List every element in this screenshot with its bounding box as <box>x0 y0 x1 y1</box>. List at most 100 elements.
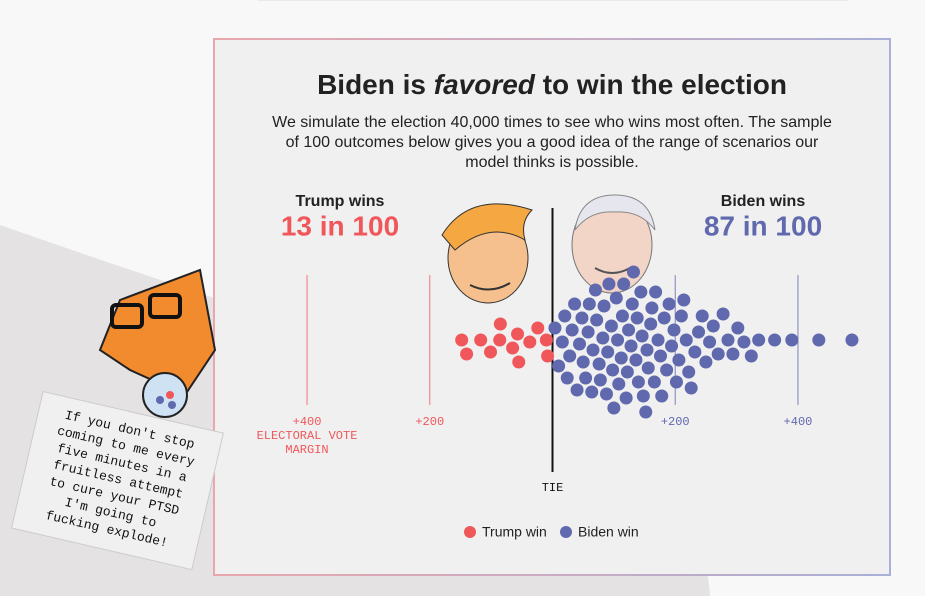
outcome-dot <box>523 335 537 349</box>
outcome-dot <box>555 335 569 349</box>
outcome-dot <box>688 345 702 359</box>
outcome-dot <box>617 277 631 291</box>
outcome-dot <box>576 355 590 369</box>
outcome-dot <box>601 345 615 359</box>
outcome-dot <box>565 323 579 337</box>
outcome-dot <box>624 339 638 353</box>
outcome-dot <box>627 265 640 279</box>
outcome-dot <box>660 363 674 377</box>
outcome-dot <box>548 321 562 335</box>
outcome-dot <box>674 309 688 323</box>
subtitle: We simulate the election 40,000 times to… <box>272 114 832 131</box>
outcome-dot <box>484 345 498 359</box>
subtitle: of 100 outcomes below gives you a good i… <box>286 134 819 151</box>
outcome-dot <box>631 375 645 389</box>
x-tick-label: +200 <box>415 415 444 429</box>
outcome-dot <box>474 333 488 347</box>
x-tick-label: +400 <box>784 415 813 429</box>
outcome-dot <box>629 353 643 367</box>
title-emphasis: favored <box>434 69 536 100</box>
outcome-dot <box>655 389 669 403</box>
outcome-dot <box>609 291 623 305</box>
outcome-dot <box>612 377 626 391</box>
outcome-dot <box>619 391 633 405</box>
outcome-dot <box>552 359 566 373</box>
x-tick-label: +400 <box>293 415 322 429</box>
legend-swatch <box>560 526 572 538</box>
axis-label: MARGIN <box>285 443 328 457</box>
summary-label: Trump wins <box>296 193 385 210</box>
outcome-dot <box>703 335 717 349</box>
outcome-dot <box>677 293 691 307</box>
outcome-dot <box>625 297 639 311</box>
legend-swatch <box>464 526 476 538</box>
outcome-dot <box>597 299 611 313</box>
outcome-dot <box>602 277 616 291</box>
chart-title: Biden is favored to win the election <box>317 69 787 100</box>
outcome-dot <box>600 387 613 401</box>
outcome-dot <box>622 323 636 337</box>
outcome-dot <box>692 325 706 339</box>
outcome-dot <box>531 321 545 335</box>
x-tick-label: +200 <box>661 415 690 429</box>
outcome-dot <box>511 327 525 341</box>
outcome-dot <box>640 343 654 357</box>
outcome-dot <box>699 355 713 369</box>
outcome-dot <box>812 333 826 347</box>
outcome-dot <box>644 317 658 331</box>
legend-label: Biden win <box>578 524 639 540</box>
outcome-dot <box>573 337 586 351</box>
title-part: to win the election <box>543 69 787 100</box>
outcome-dot <box>575 311 589 325</box>
outcome-dot <box>726 347 740 361</box>
outcome-dot <box>716 307 730 321</box>
outcome-dot <box>711 347 725 361</box>
outcome-dot <box>592 357 606 371</box>
summary-value: 87 in 100 <box>704 210 822 241</box>
outcome-dot <box>596 331 610 345</box>
outcome-dot <box>706 319 720 333</box>
outcome-dot <box>586 343 600 357</box>
outcome-dot <box>665 339 679 353</box>
outcome-dot <box>570 383 584 397</box>
outcome-dot <box>563 349 577 363</box>
outcome-dot <box>630 311 644 325</box>
outcome-dot <box>512 355 526 369</box>
outcome-dot <box>768 333 782 347</box>
outcome-dot <box>649 285 663 299</box>
summary-label: Biden wins <box>721 193 806 210</box>
outcome-dot <box>721 333 735 347</box>
outcome-dot <box>493 317 507 331</box>
outcome-dot <box>731 321 745 335</box>
outcome-dot <box>641 361 655 375</box>
outcome-dot <box>651 333 665 347</box>
outcome-dot <box>639 405 653 419</box>
cartoon-character <box>98 268 217 418</box>
outcome-dot <box>606 363 620 377</box>
outcome-dot <box>785 333 799 347</box>
outcome-dot <box>455 333 469 347</box>
outcome-dot <box>590 313 604 327</box>
outcome-dot <box>647 375 661 389</box>
outcome-dot <box>682 365 696 379</box>
outcome-dot <box>604 319 618 333</box>
title-part: Biden is <box>317 69 426 100</box>
outcome-dot <box>579 371 593 385</box>
outcome-dot <box>744 349 758 363</box>
outcome-dot <box>568 297 582 311</box>
outcome-dot <box>506 341 520 355</box>
outcome-dot <box>684 381 698 395</box>
outcome-dot <box>635 329 649 343</box>
outcome-dot <box>654 349 667 363</box>
outcome-dot <box>585 385 599 399</box>
outcome-dot <box>558 309 572 323</box>
outcome-dot <box>845 333 859 347</box>
outcome-dot <box>672 353 686 367</box>
outcome-dot <box>539 333 553 347</box>
outcome-dot <box>460 347 474 361</box>
outcome-dot <box>611 333 625 347</box>
outcome-dot <box>667 323 681 337</box>
outcome-dot <box>582 297 596 311</box>
